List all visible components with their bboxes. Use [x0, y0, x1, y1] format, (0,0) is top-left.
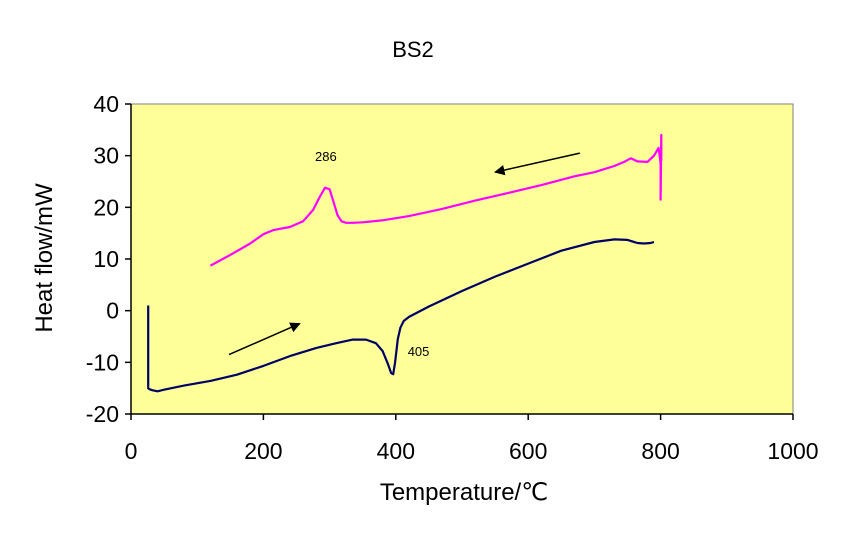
- y-tick-label: 20: [93, 194, 119, 220]
- peak-label-1: 286: [315, 149, 337, 164]
- y-tick-label: -20: [86, 401, 119, 427]
- series-line-1: [209, 133, 663, 267]
- y-tick-label: 30: [93, 143, 119, 169]
- peak-label-2: 405: [408, 344, 430, 359]
- series-layer: [147, 133, 663, 393]
- y-tick-label: 0: [106, 298, 119, 324]
- chart-title: BS2: [392, 37, 434, 62]
- x-tick-label: 600: [509, 438, 547, 464]
- x-tick-label: 200: [244, 438, 282, 464]
- y-tick-label: -10: [86, 349, 119, 375]
- x-tick-label: 1000: [767, 438, 818, 464]
- y-axis-title: Heat flow/mW: [31, 183, 58, 333]
- annotation-layer: 286 405: [228, 149, 581, 359]
- y-tick-label: 10: [93, 246, 119, 272]
- y-tick-label: 40: [93, 91, 119, 117]
- plot-area: [130, 103, 794, 415]
- direction-arrow-1: [494, 152, 581, 176]
- x-tick-label: 800: [641, 438, 679, 464]
- x-tick-label: 400: [377, 438, 415, 464]
- direction-arrow-2: [228, 322, 301, 356]
- x-tick-label: 0: [125, 438, 138, 464]
- x-axis-title: Temperature/℃: [380, 479, 548, 506]
- series-line-2: [147, 238, 655, 393]
